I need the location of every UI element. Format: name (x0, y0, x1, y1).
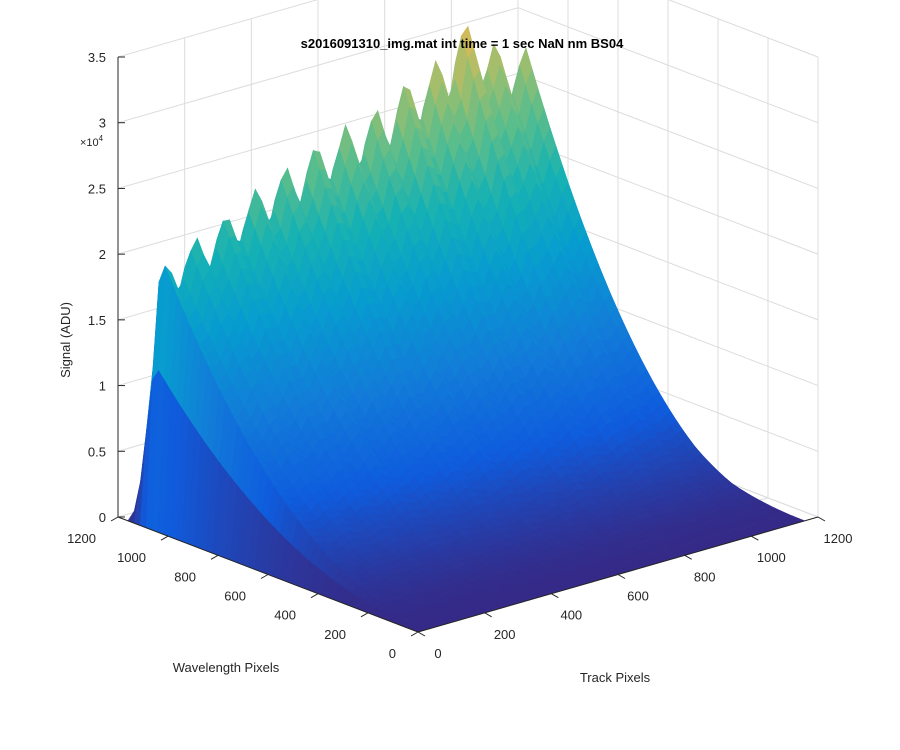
grid-line (517, 72, 819, 189)
y-tick-mark (360, 612, 369, 618)
z-axis-label: Signal (ADU) (58, 302, 73, 378)
x-tick-label: 600 (627, 589, 649, 604)
y-tick-label: 400 (274, 608, 296, 623)
x-tick-mark (751, 535, 759, 541)
y-tick-mark (110, 516, 119, 522)
x-tick-mark (551, 593, 559, 599)
chart-title: s2016091310_img.mat int time = 1 sec NaN… (301, 36, 624, 51)
surface-plot (127, 25, 806, 633)
x-tick-label: 1200 (824, 531, 853, 546)
x-tick-mark (684, 554, 692, 560)
z-exponent-label: ×104 (80, 134, 104, 149)
y-axis-label: Wavelength Pixels (173, 660, 280, 675)
x-tick-label: 0 (434, 646, 441, 661)
grid-line (667, 0, 819, 58)
y-tick-label: 1200 (67, 531, 96, 546)
z-tick-label: 1.5 (88, 313, 106, 328)
grid-line (117, 7, 519, 124)
z-tick-label: 1 (99, 379, 106, 394)
x-tick-label: 800 (694, 569, 716, 584)
y-tick-mark (210, 554, 219, 560)
x-tick-mark (817, 516, 826, 522)
z-tick-label: 2 (99, 247, 106, 262)
x-tick-label: 1000 (757, 550, 786, 565)
y-tick-mark (160, 535, 169, 541)
x-tick-label: 200 (494, 627, 516, 642)
y-tick-label: 600 (224, 589, 246, 604)
z-tick-label: 3.5 (88, 50, 106, 65)
grid-line (517, 7, 819, 124)
x-tick-label: 400 (560, 608, 582, 623)
x-tick-mark (617, 574, 626, 579)
y-tick-mark (260, 574, 269, 579)
axes (110, 56, 826, 637)
tick-labels: 0200400600800100012000200400600800100012… (67, 50, 852, 661)
y-tick-label: 800 (174, 569, 196, 584)
z-tick-label: 0 (99, 510, 106, 525)
y-tick-mark (410, 631, 419, 637)
z-tick-label: 2.5 (88, 181, 106, 196)
y-tick-label: 1000 (117, 550, 146, 565)
y-tick-label: 0 (389, 646, 396, 661)
grid-line (517, 138, 819, 255)
z-tick-label: 0.5 (88, 444, 106, 459)
y-tick-label: 200 (324, 627, 346, 642)
z-tick-label: 3 (99, 116, 106, 131)
x-tick-mark (417, 631, 426, 637)
grid-line (117, 0, 319, 58)
y-tick-mark (310, 593, 319, 599)
x-axis-label: Track Pixels (580, 670, 651, 685)
x-tick-mark (484, 612, 492, 618)
